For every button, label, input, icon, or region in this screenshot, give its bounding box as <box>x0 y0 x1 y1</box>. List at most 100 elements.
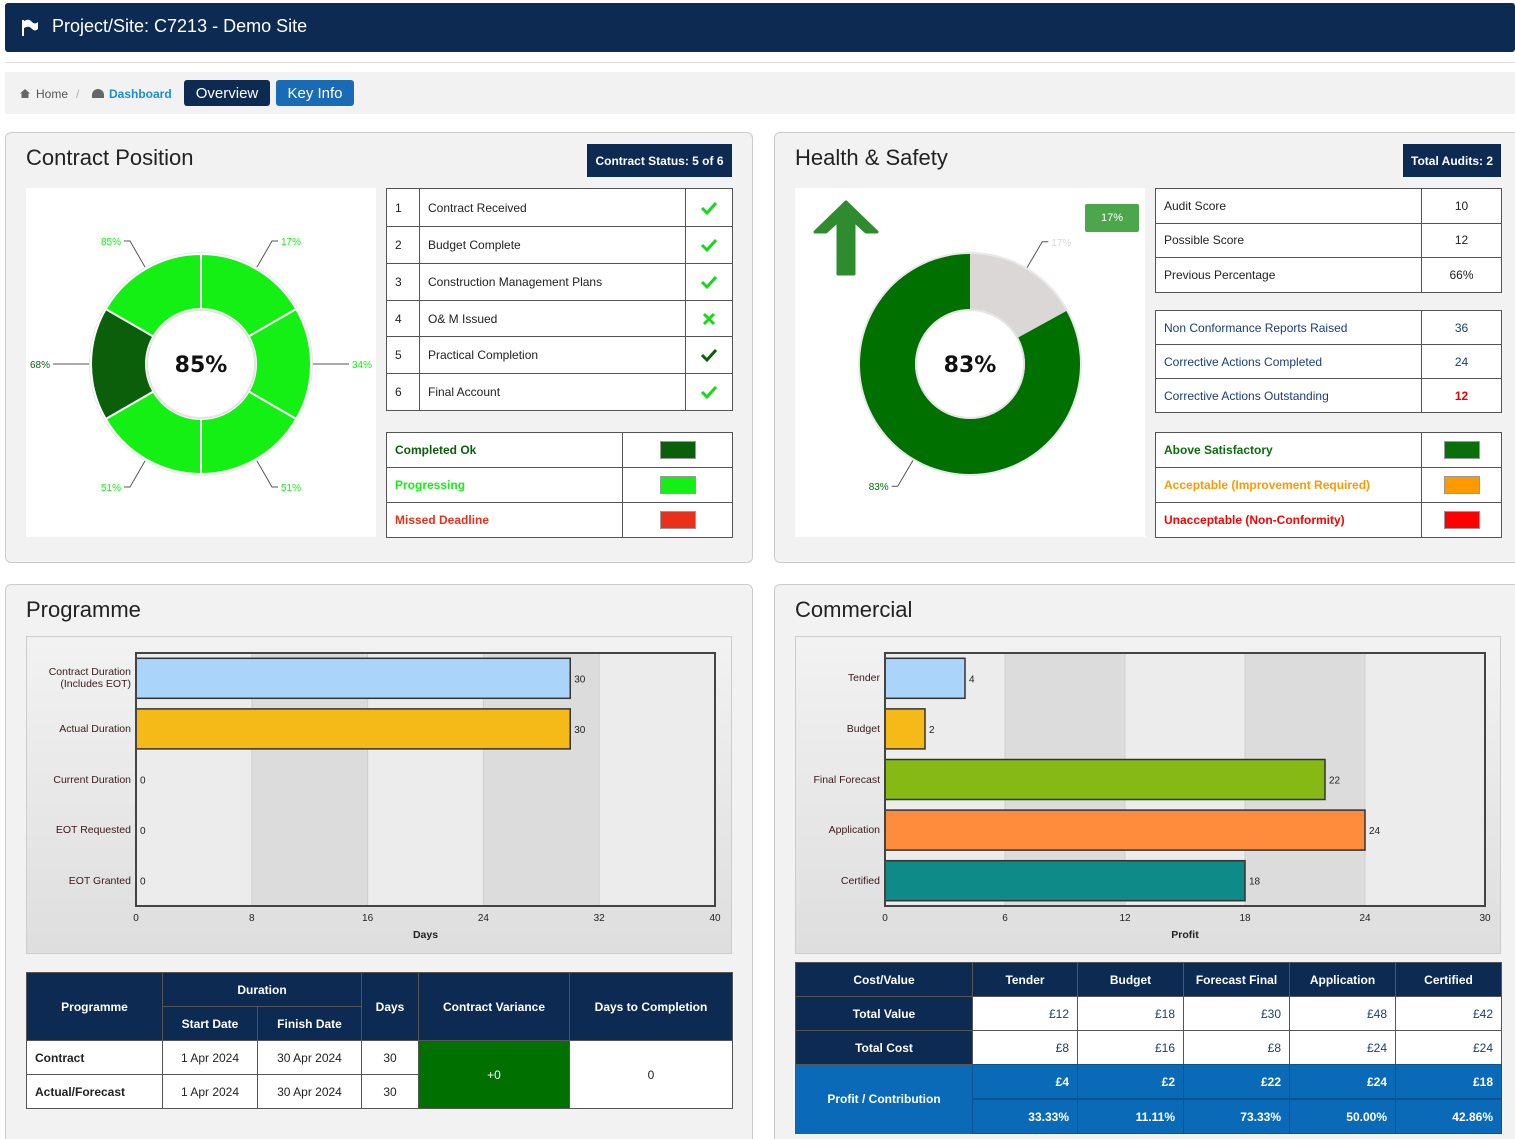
table-cell: £24 <box>1289 1064 1396 1099</box>
table-cell: Contract <box>26 1040 163 1075</box>
y-tick-label: Actual Duration <box>59 722 131 735</box>
header-bar <box>5 3 1515 52</box>
table-cell: Acceptable (Improvement Required) <box>1155 467 1422 503</box>
bar <box>884 657 966 700</box>
table-cell: 24 <box>1421 344 1502 379</box>
donut-segment <box>970 254 1067 338</box>
table-cell: 0 <box>569 1040 733 1109</box>
table-cell: O& M Issued <box>419 300 686 337</box>
trend-badge: 17% <box>1085 204 1139 232</box>
bar <box>135 708 571 750</box>
badge: Contract Status: 5 of 6 <box>587 144 732 177</box>
value-label: 24 <box>1369 826 1381 837</box>
table-cell: £12 <box>972 996 1078 1031</box>
table-cell: Days <box>361 972 419 1041</box>
plot-border <box>884 652 1486 907</box>
x-tick-label: 6 <box>1002 913 1008 924</box>
x-tick-label: 40 <box>709 913 721 924</box>
table-cell: £30 <box>1183 996 1290 1031</box>
table-cell: 30 <box>361 1074 419 1109</box>
legend-swatch <box>1443 476 1480 494</box>
table-cell: 12 <box>1421 378 1502 413</box>
table-cell: Audit Score <box>1155 188 1422 224</box>
panel-title: Programme <box>26 597 141 622</box>
donut-hole-ring <box>146 309 256 419</box>
value-label: 22 <box>1329 776 1341 787</box>
x-tick-label: 8 <box>249 913 255 924</box>
bar <box>884 708 926 750</box>
value-label: 0 <box>140 877 146 888</box>
table-cell: 11.11% <box>1077 1099 1184 1134</box>
value-label: 0 <box>140 776 146 787</box>
table-cell: Corrective Actions Completed <box>1155 344 1422 379</box>
table-cell: Completed Ok <box>386 432 623 468</box>
table-cell: £8 <box>972 1030 1078 1065</box>
donut-hole-ring <box>915 309 1025 419</box>
y-tick-label: Contract Duration (Includes EOT) <box>48 666 131 691</box>
donut-chart: 17% 34% 51% 51% 68% 85% 85% <box>30 237 372 494</box>
table-cell <box>622 467 733 503</box>
x-tick-label: 16 <box>362 913 374 924</box>
breadcrumb-home[interactable]: Home <box>36 87 69 101</box>
x-tick-label: 18 <box>1239 913 1251 924</box>
table-cell: 30 Apr 2024 <box>257 1074 362 1109</box>
donut-label: 85% <box>101 237 121 248</box>
y-tick-label: Budget <box>846 722 880 735</box>
table-cell: 1 Apr 2024 <box>162 1040 258 1075</box>
leader-line <box>891 460 914 487</box>
value-label: 0 <box>140 826 146 837</box>
x-tick-label: 0 <box>882 913 888 924</box>
table-cell: Budget <box>1077 962 1184 997</box>
trend-arrow <box>813 200 879 276</box>
legend-swatch <box>1443 441 1480 459</box>
donut-label: 17% <box>281 237 301 248</box>
table-cell: £16 <box>1077 1030 1184 1065</box>
table-cell: £24 <box>1289 1030 1396 1065</box>
table-cell: Contract Variance <box>418 972 570 1041</box>
table-cell: Construction Management Plans <box>419 263 686 301</box>
home-icon <box>20 89 30 98</box>
table-cell: 12 <box>1421 222 1502 258</box>
table-cell: Actual/Forecast <box>26 1074 163 1109</box>
breadcrumb-dashboard[interactable]: Dashboard <box>109 87 172 101</box>
table-cell <box>685 300 733 337</box>
tab-button[interactable]: Overview <box>184 80 270 106</box>
donut-label: 51% <box>281 483 301 494</box>
check-icon <box>700 385 718 400</box>
table-cell: 66% <box>1421 257 1502 293</box>
table-cell <box>1421 467 1502 503</box>
leader-line <box>1026 241 1049 268</box>
badge: Total Audits: 2 <box>1403 144 1501 177</box>
value-label: 30 <box>574 674 586 685</box>
donut-label: 17% <box>1051 238 1071 249</box>
table-cell <box>622 432 733 468</box>
table-cell: Unacceptable (Non-Conformity) <box>1155 502 1422 538</box>
donut-segment <box>860 254 1080 474</box>
cross-icon <box>702 312 716 325</box>
header-title: Project/Site: C7213 - Demo Site <box>52 16 308 36</box>
tab-button[interactable]: Key Info <box>276 80 354 106</box>
table-cell <box>685 263 733 301</box>
table-cell <box>1421 432 1502 468</box>
table-cell: £22 <box>1183 1064 1290 1099</box>
y-tick-label: Tender <box>847 672 880 685</box>
bar <box>884 809 1366 851</box>
check-icon <box>700 238 718 253</box>
table-cell: Duration <box>162 972 362 1007</box>
table-cell: Corrective Actions Outstanding <box>1155 378 1422 413</box>
legend-swatch <box>659 476 696 494</box>
legend-swatch <box>659 511 696 529</box>
x-tick-label: 30 <box>1479 913 1491 924</box>
table-cell: 10 <box>1421 188 1502 224</box>
bar-chart: 0 8 16 24 32 40 Days 30 30 0 0 0 <box>133 652 721 941</box>
table-cell: 4 <box>386 300 420 337</box>
value-label: 30 <box>574 725 586 736</box>
y-tick-label: Final Forecast <box>813 773 880 786</box>
panel-title: Commercial <box>795 597 913 622</box>
table-cell <box>685 336 733 374</box>
value-label: 18 <box>1249 877 1261 888</box>
x-tick-label: 24 <box>478 913 490 924</box>
x-tick-label: 32 <box>594 913 606 924</box>
x-tick-label: 24 <box>1359 913 1371 924</box>
